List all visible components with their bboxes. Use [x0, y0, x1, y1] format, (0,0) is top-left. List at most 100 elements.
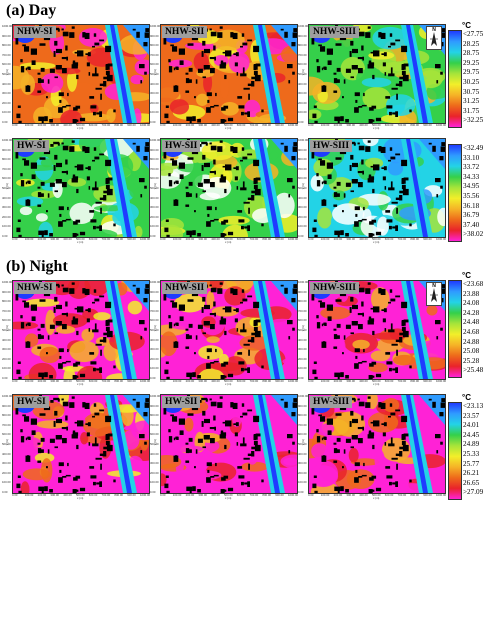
y-tick-label: 100.00	[150, 110, 159, 115]
legend-tick-label: 33.72	[463, 163, 480, 172]
x-tick-label: 200.00	[185, 237, 195, 241]
y-tick-label: 700.00	[150, 308, 159, 313]
x-tick-label: 100.00	[24, 493, 34, 497]
y-axis-label: y (m)	[301, 438, 306, 446]
x-tick-label: 700.00	[397, 493, 407, 497]
x-axis-label: x (m)	[77, 240, 84, 244]
legend-tick-label: 34.95	[463, 182, 480, 191]
x-tick-label: 0.00	[160, 237, 166, 241]
x-tick-label: 600.00	[88, 493, 98, 497]
y-tick-label: 900.00	[298, 289, 307, 294]
legend-tick-label: 29.75	[463, 68, 480, 77]
x-tick-label: 200.00	[333, 123, 343, 127]
legend-tick-label: 25.28	[463, 356, 480, 365]
legend-tick-label: >32.25	[463, 116, 484, 125]
x-tick-label: 700.00	[249, 237, 259, 241]
y-tick-label: 900.00	[2, 289, 11, 294]
panel-label: NHW-SIII	[310, 26, 359, 38]
y-tick-label: 600.00	[2, 432, 11, 437]
y-axis: 1000.00 900.00 800.00 700.00 600.00 500.00 400…	[298, 394, 308, 494]
x-tick-label: 500.00	[224, 237, 233, 241]
y-tick-label: 800.00	[2, 413, 11, 418]
thermal-map	[12, 138, 150, 238]
x-tick-label: 800.00	[410, 493, 419, 497]
x-tick-label: 900.00	[127, 123, 136, 127]
y-axis: 1000.00 900.00 800.00 700.00 600.00 500.00 400…	[150, 280, 161, 380]
y-tick-label: 0.00	[150, 376, 156, 380]
legend-unit: °C	[462, 393, 471, 402]
x-tick-label: 1000.00	[436, 123, 447, 127]
panel-night-hw-si: 1000.00 900.00 800.00 700.00 600.00 500.00 400…	[2, 392, 150, 500]
x-tick-label: 100.00	[320, 379, 330, 383]
x-tick-label: 1000.00	[140, 123, 151, 127]
x-axis-label: x (m)	[373, 496, 380, 500]
x-tick-label: 100.00	[172, 237, 182, 241]
x-tick-label: 600.00	[88, 123, 98, 127]
y-tick-label: 200.00	[150, 214, 159, 219]
y-tick-label: 100.00	[2, 224, 11, 229]
y-tick-label: 600.00	[150, 318, 159, 323]
y-axis-label: y (m)	[301, 324, 306, 332]
y-tick-label: 500.00	[150, 186, 159, 190]
y-tick-label: 100.00	[150, 224, 159, 229]
x-tick-label: 200.00	[37, 123, 47, 127]
y-axis: 1000.00 900.00 800.00 700.00 600.00 500.00 400…	[2, 138, 12, 238]
y-tick-label: 500.00	[298, 328, 307, 332]
x-axis-label: x (m)	[225, 240, 232, 244]
y-tick-label: 700.00	[298, 166, 307, 171]
panel-label: NHW-SII	[162, 26, 208, 38]
y-tick-label: 800.00	[298, 413, 307, 418]
legend-tick-label: 29.25	[463, 58, 480, 67]
legend-tick-label: <27.75	[463, 30, 484, 38]
y-axis-label: y (m)	[5, 324, 10, 332]
legend-tick-label: >27.09	[463, 488, 484, 497]
x-tick-label: 800.00	[262, 379, 271, 383]
north-arrow-icon: N	[426, 26, 442, 50]
y-tick-label: 700.00	[150, 166, 159, 171]
legend-tick-label: 23.57	[463, 411, 480, 420]
north-letter: N	[432, 27, 436, 33]
y-tick-label: 900.00	[150, 289, 159, 294]
y-tick-label: 200.00	[298, 214, 307, 219]
y-tick-label: 400.00	[150, 195, 159, 200]
y-tick-label: 1000.00	[150, 280, 161, 284]
y-tick-label: 500.00	[2, 442, 11, 446]
y-tick-label: 300.00	[150, 461, 159, 466]
x-tick-label: 0.00	[160, 123, 166, 127]
x-axis-label: x (m)	[373, 126, 380, 130]
y-tick-label: 900.00	[298, 403, 307, 408]
x-axis-label: x (m)	[77, 126, 84, 130]
y-tick-label: 0.00	[2, 120, 8, 124]
y-axis-label: y (m)	[153, 438, 158, 446]
x-tick-label: 500.00	[76, 237, 85, 241]
y-tick-label: 800.00	[150, 413, 159, 418]
x-axis: 0.00 100.00 200.00 300.00 400.00 500.00 600.00…	[12, 493, 150, 497]
legend-tick-label: 30.25	[463, 78, 480, 86]
legend-tick-label: 24.68	[463, 328, 480, 336]
y-tick-label: 100.00	[298, 110, 307, 115]
y-tick-label: 600.00	[298, 62, 307, 67]
x-axis: 0.00 100.00 200.00 300.00 400.00 500.00 600.00…	[12, 123, 151, 127]
legend-tick-label: <32.49	[463, 144, 484, 152]
x-tick-label: 300.00	[198, 379, 207, 383]
y-tick-label: 300.00	[298, 461, 307, 466]
x-tick-label: 200.00	[333, 493, 343, 497]
x-tick-label: 300.00	[198, 493, 207, 497]
y-tick-label: 400.00	[298, 195, 307, 200]
y-tick-label: 0.00	[150, 120, 156, 124]
x-tick-label: 300.00	[50, 379, 59, 383]
x-tick-label: 800.00	[114, 493, 123, 497]
y-tick-label: 300.00	[298, 347, 307, 352]
y-tick-label: 400.00	[150, 451, 159, 456]
panel-night-nhw-siii: 1000.00 900.00 800.00 700.00 600.00 500.00 400…	[298, 278, 446, 386]
y-tick-label: 500.00	[298, 442, 307, 446]
y-tick-label: 600.00	[150, 176, 159, 181]
x-tick-label: 400.00	[211, 379, 220, 383]
x-tick-label: 600.00	[236, 493, 246, 497]
y-axis-label: y (m)	[301, 182, 306, 190]
x-tick-label: 900.00	[423, 493, 432, 497]
y-tick-label: 500.00	[150, 328, 159, 332]
x-tick-label: 800.00	[114, 123, 123, 127]
x-tick-label: 900.00	[275, 493, 284, 497]
x-tick-label: 0.00	[12, 237, 18, 241]
